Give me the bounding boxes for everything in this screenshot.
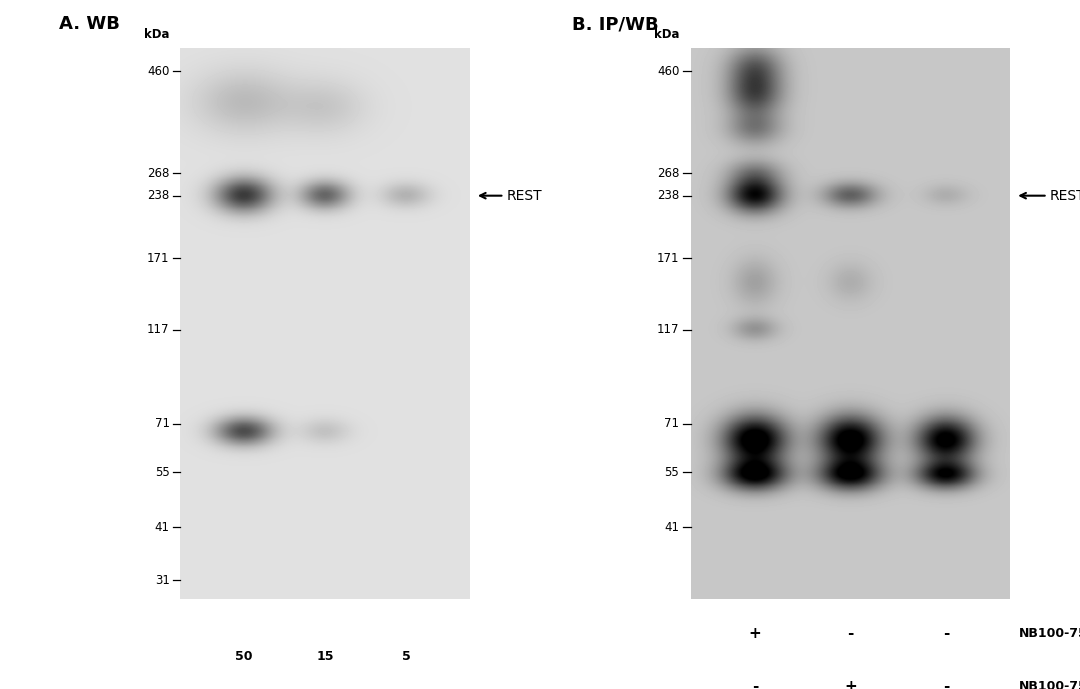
Text: B. IP/WB: B. IP/WB [572, 15, 659, 33]
Text: 50: 50 [235, 650, 253, 663]
Text: REST: REST [507, 189, 542, 203]
Text: 41: 41 [664, 521, 679, 534]
Text: 268: 268 [657, 167, 679, 180]
Text: 5: 5 [402, 650, 410, 663]
Text: 55: 55 [154, 466, 170, 479]
Text: kDa: kDa [653, 28, 679, 41]
Text: -: - [752, 679, 758, 689]
Text: 238: 238 [657, 189, 679, 202]
Text: 71: 71 [154, 418, 170, 431]
Text: 268: 268 [147, 167, 170, 180]
Text: A. WB: A. WB [59, 15, 120, 33]
Text: NB100-756: NB100-756 [1020, 627, 1080, 640]
Text: 55: 55 [664, 466, 679, 479]
Text: 460: 460 [147, 65, 170, 78]
Text: REST: REST [1050, 189, 1080, 203]
Text: 171: 171 [657, 251, 679, 265]
Text: 31: 31 [154, 574, 170, 587]
Text: 117: 117 [657, 323, 679, 336]
Text: -: - [943, 679, 949, 689]
Bar [291, 633, 360, 679]
Text: +: + [748, 626, 761, 641]
Text: kDa: kDa [144, 28, 170, 41]
Text: 238: 238 [147, 189, 170, 202]
Text: 71: 71 [664, 418, 679, 431]
Text: 41: 41 [154, 521, 170, 534]
Bar [210, 633, 279, 679]
Text: NB100-757: NB100-757 [1020, 680, 1080, 689]
Bar [372, 633, 441, 679]
Text: 15: 15 [316, 650, 334, 663]
Text: -: - [847, 626, 853, 641]
Text: 460: 460 [657, 65, 679, 78]
Text: -: - [943, 626, 949, 641]
Text: 117: 117 [147, 323, 170, 336]
Text: +: + [843, 679, 856, 689]
Text: 171: 171 [147, 251, 170, 265]
